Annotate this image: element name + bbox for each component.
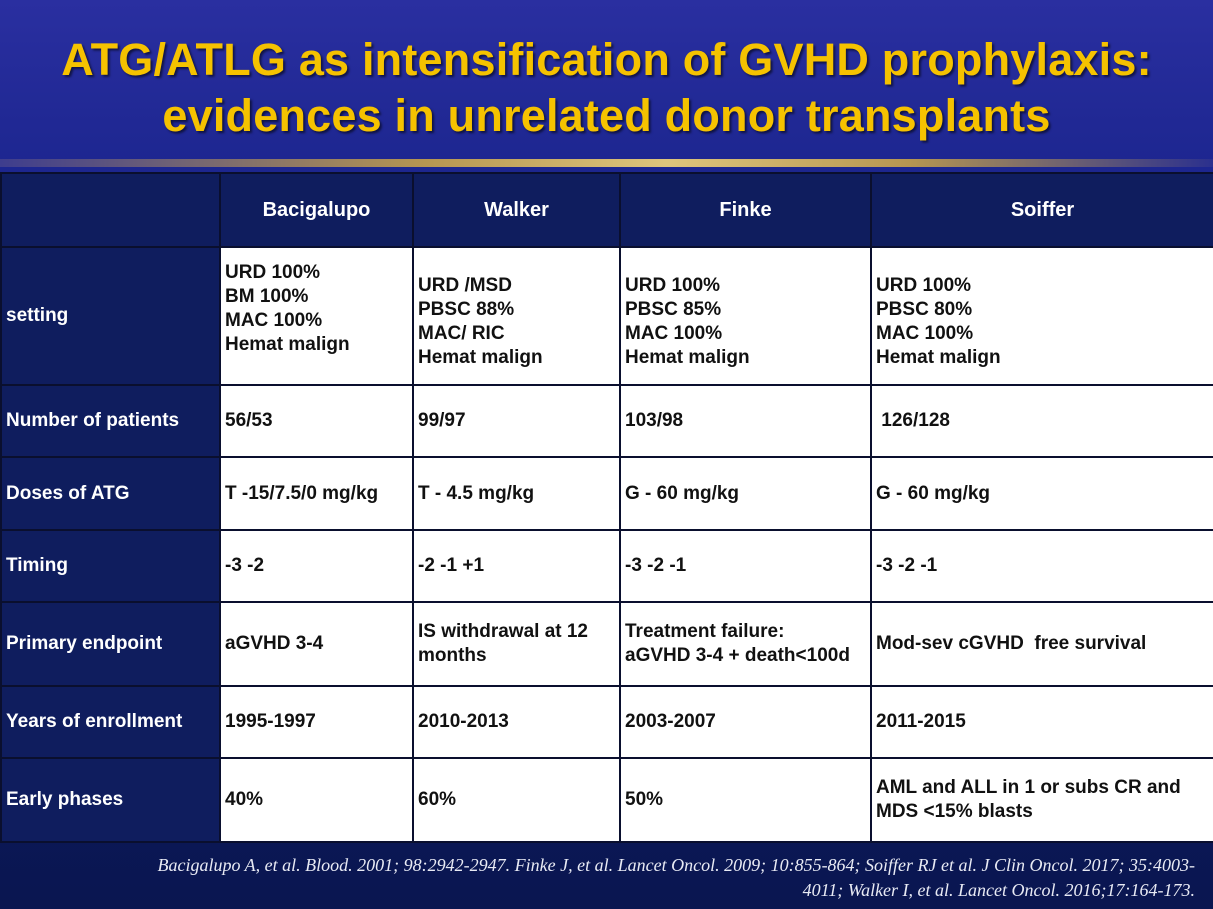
cell-line: URD 100% [625,275,721,296]
cell-line: MAC 100% [625,323,723,344]
table-cell: T -15/7.5/0 mg/kg [219,456,414,531]
row-label: Primary endpoint [0,601,221,687]
table-cell: 2011-2015 [870,685,1213,759]
cell-line: IS withdrawal at 12 [418,621,588,642]
table-row-timing: Timing -3 -2 -2 -1 +1 -3 -2 -1 -3 -2 -1 [0,529,1213,603]
cell-line: Hemat malign [876,347,1001,368]
title-line-2: evidences in unrelated donor transplants [162,90,1051,141]
cell-line: MAC 100% [876,323,974,344]
header-finke: Finke [619,172,872,248]
reference-line-2: 4011; Walker I, et al. Lancet Oncol. 201… [802,880,1195,900]
row-label: Years of enrollment [0,685,221,759]
table-cell: 40% [219,757,414,843]
table-cell: T - 4.5 mg/kg [412,456,621,531]
cell-line: PBSC 80% [876,299,973,320]
cell-line: Hemat malign [418,347,543,368]
reference-line-1: Bacigalupo A, et al. Blood. 2001; 98:294… [157,855,1195,875]
comparison-table: Bacigalupo Walker Finke Soiffer setting … [0,172,1213,843]
table-cell: 60% [412,757,621,843]
cell-line: Hemat malign [625,347,750,368]
cell-line: MAC/ RIC [418,323,505,344]
header-soiffer: Soiffer [870,172,1213,248]
cell-line: URD 100% [225,262,321,283]
table-cell: URD 100% PBSC 85% MAC 100% Hemat malign [619,246,872,386]
cell-line: URD /MSD [418,275,512,296]
cell-line: aGVHD 3-4 + death<100d [625,645,850,666]
cell-line: BM 100% [225,286,309,307]
cell-line: PBSC 85% [625,299,722,320]
table-row-setting: setting URD 100% BM 100% MAC 100% Hemat … [0,246,1213,386]
table-cell: 1995-1997 [219,685,414,759]
table-cell: 126/128 [870,384,1213,458]
table-row-doses: Doses of ATG T -15/7.5/0 mg/kg T - 4.5 m… [0,456,1213,531]
title-line-1: ATG/ATLG as intensification of GVHD prop… [61,34,1152,85]
table-cell: URD 100% PBSC 80% MAC 100% Hemat malign [870,246,1213,386]
table-cell: G - 60 mg/kg [870,456,1213,531]
references: Bacigalupo A, et al. Blood. 2001; 98:294… [0,853,1195,903]
title-divider [0,159,1213,167]
cell-line: Hemat malign [225,334,350,355]
table-cell: 103/98 [619,384,872,458]
table-cell: aGVHD 3-4 [219,601,414,687]
cell-line: PBSC 88% [418,299,515,320]
table-row-years: Years of enrollment 1995-1997 2010-2013 … [0,685,1213,759]
header-walker: Walker [412,172,621,248]
table-cell: 50% [619,757,872,843]
cell-line: URD 100% [876,275,972,296]
table-row-endpoint: Primary endpoint aGVHD 3-4 IS withdrawal… [0,601,1213,687]
row-label: Early phases [0,757,221,843]
table-cell: -2 -1 +1 [412,529,621,603]
table-cell: -3 -2 [219,529,414,603]
cell-line: AML and ALL in 1 or subs CR and [876,777,1181,798]
table-cell: AML and ALL in 1 or subs CR and MDS <15%… [870,757,1213,843]
table-cell: URD /MSD PBSC 88% MAC/ RIC Hemat malign [412,246,621,386]
table-cell: 56/53 [219,384,414,458]
cell-line: MDS <15% blasts [876,801,1033,822]
table-cell: IS withdrawal at 12 months [412,601,621,687]
table-row-patients: Number of patients 56/53 99/97 103/98 12… [0,384,1213,458]
row-label: setting [0,246,221,386]
table-cell: 2010-2013 [412,685,621,759]
table-cell: Mod-sev cGVHD free survival [870,601,1213,687]
header-corner [0,172,221,248]
header-bacigalupo: Bacigalupo [219,172,414,248]
table-cell: -3 -2 -1 [870,529,1213,603]
slide-title: ATG/ATLG as intensification of GVHD prop… [0,32,1213,144]
cell-line: MAC 100% [225,310,323,331]
table-cell: Treatment failure: aGVHD 3-4 + death<100… [619,601,872,687]
row-label: Number of patients [0,384,221,458]
table-cell: URD 100% BM 100% MAC 100% Hemat malign [219,246,414,386]
table-cell: 99/97 [412,384,621,458]
table-cell: -3 -2 -1 [619,529,872,603]
row-label: Timing [0,529,221,603]
table-cell: 2003-2007 [619,685,872,759]
table-header-row: Bacigalupo Walker Finke Soiffer [0,172,1213,248]
table-row-early-phases: Early phases 40% 60% 50% AML and ALL in … [0,757,1213,843]
row-label: Doses of ATG [0,456,221,531]
table-cell: G - 60 mg/kg [619,456,872,531]
cell-line: Treatment failure: [625,621,785,642]
cell-line: months [418,645,487,666]
